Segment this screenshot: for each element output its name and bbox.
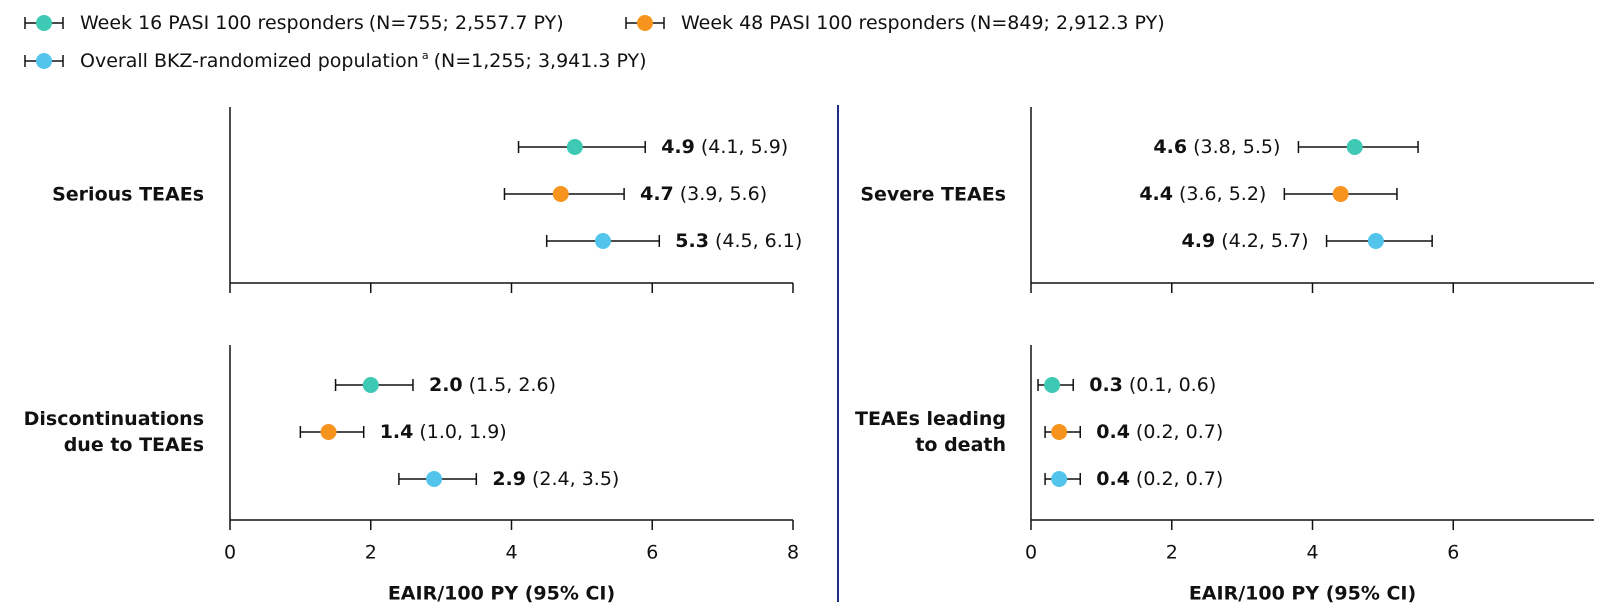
panel-label: to death xyxy=(915,434,1006,456)
ci-label: (2.4, 3.5) xyxy=(532,468,619,490)
ci-label: (1.5, 2.6) xyxy=(469,374,556,396)
data-label: 4.9 (4.2, 5.7) xyxy=(1182,230,1309,252)
legend-footnote: a xyxy=(422,49,429,62)
point xyxy=(426,471,443,487)
value-label: 4.7 xyxy=(640,183,674,205)
ci-label: (1.0, 1.9) xyxy=(419,421,506,443)
value-label: 0.4 xyxy=(1096,468,1130,490)
x-tick-label: 6 xyxy=(646,542,658,564)
x-tick-label: 4 xyxy=(1306,542,1318,564)
legend-detail: (N=1,255; 3,941.3 PY) xyxy=(434,50,647,72)
legend-dot xyxy=(36,15,52,31)
data-label: 0.4 (0.2, 0.7) xyxy=(1096,468,1223,490)
data-label: 4.9 (4.1, 5.9) xyxy=(661,136,788,158)
x-tick-label: 8 xyxy=(787,542,799,564)
x-tick-label: 4 xyxy=(505,542,517,564)
panel-label: Discontinuations xyxy=(24,408,204,430)
point xyxy=(594,233,611,249)
ci-label: (3.6, 5.2) xyxy=(1179,183,1266,205)
point xyxy=(1044,377,1061,393)
ci-label: (0.2, 0.7) xyxy=(1136,468,1223,490)
value-label: 4.9 xyxy=(661,136,695,158)
point xyxy=(1051,471,1068,487)
ci-label: (4.2, 5.7) xyxy=(1221,230,1308,252)
panel-label: Severe TEAEs xyxy=(860,184,1006,206)
legend-dot xyxy=(36,53,52,69)
data-label: 2.0 (1.5, 2.6) xyxy=(429,374,556,396)
legend-label: Week 16 PASI 100 responders (N=755; 2,557… xyxy=(80,12,564,34)
legend-name: Overall BKZ-randomized population xyxy=(80,50,419,72)
value-label: 0.3 xyxy=(1089,374,1123,396)
data-label: 1.4 (1.0, 1.9) xyxy=(380,421,507,443)
x-tick-label: 0 xyxy=(1025,542,1037,564)
data-label: 0.3 (0.1, 0.6) xyxy=(1089,374,1216,396)
point xyxy=(1367,233,1384,249)
ci-label: (0.1, 0.6) xyxy=(1129,374,1216,396)
panel-label: TEAEs leading xyxy=(855,408,1006,430)
ci-label: (4.1, 5.9) xyxy=(701,136,788,158)
data-label: 5.3 (4.5, 6.1) xyxy=(675,230,802,252)
point xyxy=(1332,186,1349,202)
data-label: 2.9 (2.4, 3.5) xyxy=(492,468,619,490)
legend-name: Week 48 PASI 100 responders xyxy=(681,12,965,34)
data-label: 4.7 (3.9, 5.6) xyxy=(640,183,767,205)
legend-detail: (N=755; 2,557.7 PY) xyxy=(369,12,564,34)
point xyxy=(1051,424,1068,440)
value-label: 2.9 xyxy=(492,468,526,490)
ci-label: (0.2, 0.7) xyxy=(1136,421,1223,443)
legend-detail: (N=849; 2,912.3 PY) xyxy=(970,12,1165,34)
point xyxy=(566,139,583,155)
data-label: 0.4 (0.2, 0.7) xyxy=(1096,421,1223,443)
ci-label: (3.9, 5.6) xyxy=(680,183,767,205)
value-label: 1.4 xyxy=(380,421,414,443)
x-tick-label: 0 xyxy=(224,542,236,564)
legend-label: Week 48 PASI 100 responders (N=849; 2,912… xyxy=(681,12,1165,34)
ci-label: (4.5, 6.1) xyxy=(715,230,802,252)
x-tick-label: 2 xyxy=(1166,542,1178,564)
panel-label: Serious TEAEs xyxy=(52,184,204,206)
data-label: 4.6 (3.8, 5.5) xyxy=(1153,136,1280,158)
value-label: 4.9 xyxy=(1182,230,1216,252)
value-label: 2.0 xyxy=(429,374,463,396)
legend-label: Overall BKZ-randomized population a (N=1,2… xyxy=(80,49,647,72)
legend-dot xyxy=(637,15,653,31)
panel-label: due to TEAEs xyxy=(64,434,204,456)
value-label: 0.4 xyxy=(1096,421,1130,443)
point xyxy=(362,377,379,393)
x-tick-label: 2 xyxy=(365,542,377,564)
point xyxy=(552,186,569,202)
data-label: 4.4 (3.6, 5.2) xyxy=(1139,183,1266,205)
value-label: 4.4 xyxy=(1139,183,1173,205)
x-axis-label: EAIR/100 PY (95% CI) xyxy=(1189,583,1416,605)
point xyxy=(1346,139,1363,155)
x-tick-label: 6 xyxy=(1447,542,1459,564)
x-axis-label: EAIR/100 PY (95% CI) xyxy=(388,583,615,605)
value-label: 4.6 xyxy=(1153,136,1187,158)
ci-label: (3.8, 5.5) xyxy=(1193,136,1280,158)
value-label: 5.3 xyxy=(675,230,709,252)
legend-name: Week 16 PASI 100 responders xyxy=(80,12,364,34)
point xyxy=(320,424,337,440)
